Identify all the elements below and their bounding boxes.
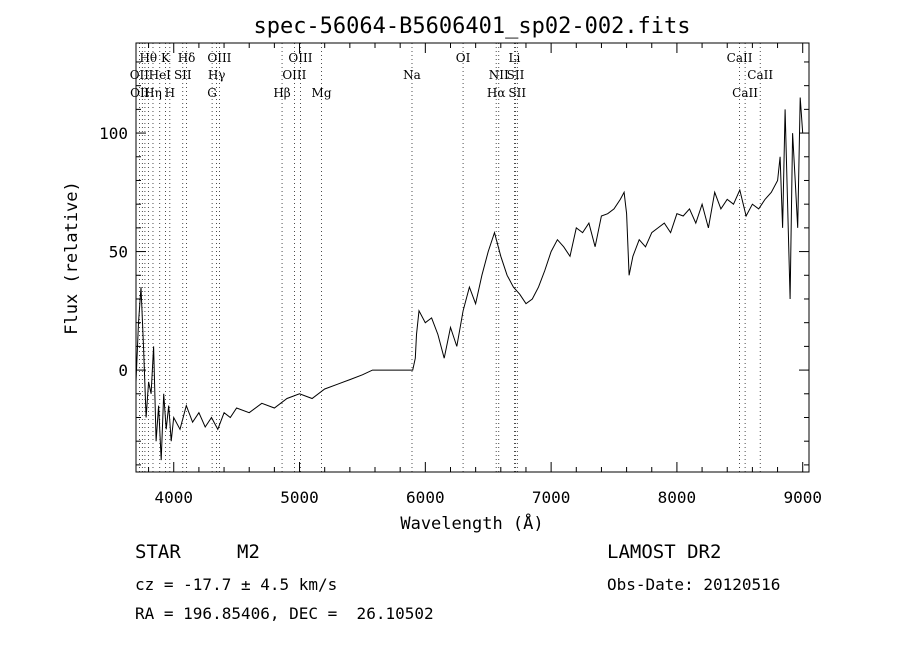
line-label: Mg [312, 86, 332, 100]
line-label: SII [174, 68, 192, 82]
line-label: Hβ [273, 86, 290, 100]
x-tick-label: 4000 [154, 488, 193, 507]
line-label: OIII [207, 51, 231, 65]
line-label: SII [507, 68, 525, 82]
redshift-readout: cz = -17.7 ± 4.5 km/s [135, 575, 338, 594]
line-label: H [165, 86, 175, 100]
y-tick-label: 50 [109, 243, 128, 262]
line-label: NII [489, 68, 509, 82]
object-subclass: M2 [237, 541, 260, 563]
line-label: G [207, 86, 217, 100]
line-label: SII [508, 86, 526, 100]
line-label: OIII [282, 68, 306, 82]
line-label: Hη [144, 86, 162, 100]
x-tick-label: 5000 [280, 488, 319, 507]
line-label: Hθ [139, 51, 157, 65]
object-class: STAR [135, 541, 181, 563]
line-label: Hα [487, 86, 506, 100]
y-axis-label: Flux (relative) [62, 181, 82, 335]
line-label: Na [403, 68, 421, 82]
line-label: OI [456, 51, 471, 65]
line-label: Hδ [178, 51, 196, 65]
line-label: OII [130, 86, 150, 100]
plot-frame [135, 42, 810, 473]
y-tick-label: 0 [118, 361, 128, 380]
line-label: HeI [149, 68, 172, 82]
y-tick-label: 100 [99, 124, 128, 143]
chart-title: spec-56064-B5606401_sp02-002.fits [253, 14, 690, 39]
x-tick-label: 6000 [406, 488, 445, 507]
line-label: Li [508, 51, 520, 65]
x-tick-label: 9000 [783, 488, 822, 507]
line-label: OIII [288, 51, 312, 65]
line-label: CaII [727, 51, 753, 65]
line-label: Hγ [208, 68, 226, 82]
x-tick-label: 8000 [658, 488, 697, 507]
survey-name: LAMOST DR2 [607, 541, 722, 563]
x-axis-ticks: 4000 5000 6000 7000 8000 9000 [148, 43, 822, 507]
coordinates-readout: RA = 196.85406, DEC = 26.10502 [135, 604, 434, 623]
line-label: CaII [747, 68, 773, 82]
y-axis-ticks: 0 50 100 [99, 61, 809, 466]
emission-line-labels: Hθ OII OII K HeI Hη H Hδ SII OIII Hγ G OIII OIII Hβ Mg N… [130, 51, 774, 100]
x-axis-label: Wavelength (Å) [400, 512, 543, 534]
line-label: CaII [732, 86, 758, 100]
emission-line-markers [139, 43, 761, 472]
observation-date: Obs-Date: 20120516 [607, 575, 781, 594]
line-label: K [161, 51, 171, 65]
x-tick-label: 7000 [532, 488, 571, 507]
line-label: OII [130, 68, 150, 82]
spectrum-series-line [135, 97, 804, 461]
